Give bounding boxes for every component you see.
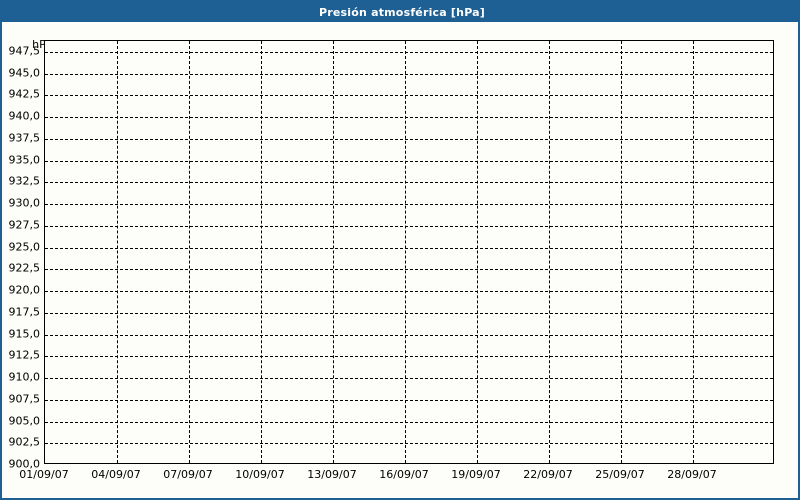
- gridline-horizontal: [45, 443, 773, 445]
- gridline-horizontal: [45, 117, 773, 119]
- gridline-horizontal: [45, 269, 773, 271]
- gridline-horizontal: [45, 334, 773, 336]
- y-axis-tick-label: 920,0: [8, 283, 41, 297]
- gridline-vertical: [117, 41, 118, 463]
- y-axis-tick-label: 907,5: [8, 392, 41, 406]
- y-axis-tick-label: 927,5: [8, 218, 41, 232]
- gridline-horizontal: [45, 73, 773, 75]
- y-axis-tick-label: 942,5: [8, 87, 41, 101]
- gridline-horizontal: [45, 138, 773, 140]
- gridline-horizontal: [45, 312, 773, 314]
- y-axis-tick-label: 940,0: [8, 109, 41, 123]
- gridline-vertical: [405, 41, 406, 463]
- gridline-vertical: [549, 41, 550, 463]
- y-axis-tick-label: 937,5: [8, 131, 41, 145]
- x-axis-tick-label: 01/09/07: [19, 468, 69, 481]
- y-axis-ticks: 947,5 945,0 942,5 940,0 937,5 935,0 932,5 930,0…: [2, 40, 41, 470]
- gridline-vertical: [261, 41, 262, 463]
- x-axis-ticks: 01/09/07 04/09/07 07/09/07 10/09/07 13/09/07…: [19, 468, 774, 488]
- chart-canvas: hPa 947,5 945,0 942,5 940,0 937,5 935,0 932,5 9…: [2, 22, 798, 498]
- gridline-horizontal: [45, 421, 773, 423]
- gridline-vertical: [189, 41, 190, 463]
- y-axis-tick-label: 912,5: [8, 348, 41, 362]
- gridline-vertical: [333, 41, 334, 463]
- y-axis-tick-label: 935,0: [8, 153, 41, 167]
- y-axis-tick-label: 905,0: [8, 414, 41, 427]
- y-axis-tick-label: 922,5: [8, 261, 41, 275]
- x-axis-tick-label: 25/09/07: [595, 468, 645, 481]
- x-axis-tick-label: 07/09/07: [163, 468, 213, 481]
- x-axis-tick-label: 16/09/07: [379, 468, 429, 481]
- y-axis-tick-label: 917,5: [8, 305, 41, 319]
- gridline-horizontal: [45, 399, 773, 401]
- gridline-horizontal: [45, 356, 773, 358]
- y-axis-tick-label: 902,5: [8, 435, 41, 449]
- x-axis-tick-label: 22/09/07: [523, 468, 573, 481]
- x-axis-tick-label: 28/09/07: [667, 468, 717, 481]
- gridline-horizontal: [45, 51, 773, 53]
- window-title-bar: Presión atmosférica [hPa]: [2, 2, 798, 22]
- y-axis-tick-label: 910,0: [8, 370, 41, 384]
- x-axis-tick-label: 19/09/07: [451, 468, 501, 481]
- y-axis-tick-label: 915,0: [8, 327, 41, 341]
- y-axis-tick-label: 945,0: [8, 66, 41, 80]
- plot-area: [44, 40, 774, 464]
- gridline-horizontal: [45, 182, 773, 184]
- gridline-horizontal: [45, 95, 773, 97]
- y-axis-tick-label: 900,0: [8, 457, 41, 471]
- gridline-horizontal: [45, 204, 773, 206]
- gridline-vertical: [693, 41, 694, 463]
- gridline-horizontal: [45, 160, 773, 162]
- x-axis-tick-label: 13/09/07: [307, 468, 357, 481]
- x-axis-tick-label: 04/09/07: [91, 468, 141, 481]
- y-axis-tick-label: 925,0: [8, 240, 41, 254]
- page-title: Presión atmosférica [hPa]: [318, 5, 486, 19]
- x-axis-tick-label: 10/09/07: [235, 468, 285, 481]
- gridline-vertical: [477, 41, 478, 463]
- gridline-horizontal: [45, 225, 773, 227]
- gridline-horizontal: [45, 378, 773, 380]
- y-axis-tick-label: 947,5: [8, 44, 41, 58]
- gridline-vertical: [621, 41, 622, 463]
- gridline-horizontal: [45, 247, 773, 249]
- gridline-horizontal: [45, 291, 773, 293]
- y-axis-tick-label: 932,5: [8, 174, 41, 188]
- y-axis-tick-label: 930,0: [8, 196, 41, 210]
